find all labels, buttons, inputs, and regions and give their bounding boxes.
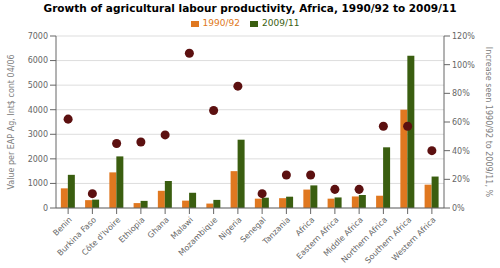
svg-text:Malawi: Malawi (169, 215, 195, 242)
svg-text:Nigeria: Nigeria (216, 215, 244, 242)
svg-text:0%: 0% (452, 204, 465, 213)
svg-text:40%: 40% (452, 147, 470, 156)
svg-text:Tanzania: Tanzania (260, 215, 292, 247)
svg-text:60%: 60% (452, 118, 470, 127)
svg-text:0: 0 (43, 204, 48, 213)
svg-text:Increase seen 1990/92 to 2009/: Increase seen 1990/92 to 2009/11, % (484, 47, 493, 198)
svg-text:Benin: Benin (51, 215, 73, 237)
svg-text:7000: 7000 (28, 32, 48, 41)
svg-text:Southern Africa: Southern Africa (363, 215, 414, 266)
svg-text:Ghana: Ghana (146, 215, 171, 240)
svg-text:5000: 5000 (28, 81, 48, 90)
svg-text:Senegal: Senegal (238, 215, 268, 245)
svg-text:3000: 3000 (28, 130, 48, 139)
svg-text:100%: 100% (452, 61, 475, 70)
svg-text:Burkina Faso: Burkina Faso (55, 215, 98, 258)
svg-text:120%: 120% (452, 32, 475, 41)
svg-text:Value per EAP Ag, Int$ cont 04: Value per EAP Ag, Int$ cont 04/06 (7, 54, 16, 189)
html-text:1990/92: 1990/92 (202, 18, 240, 28)
svg-text:Africa: Africa (294, 215, 317, 238)
svg-text:4000: 4000 (28, 106, 48, 115)
svg-text:80%: 80% (452, 89, 470, 98)
svg-text:6000: 6000 (28, 56, 48, 65)
svg-text:Côte d'Ivoire: Côte d'Ivoire (79, 215, 122, 258)
svg-text:2000: 2000 (28, 155, 48, 164)
html-text:2009/11: 2009/11 (262, 18, 300, 28)
svg-text:Eastern Africa: Eastern Africa (295, 215, 341, 261)
html-text:Growth of agricultural labour: Growth of agricultural labour productivi… (43, 2, 457, 14)
svg-text:Middle Africa: Middle Africa (321, 215, 365, 259)
svg-text:Ethiopia: Ethiopia (117, 215, 146, 244)
svg-text:Mozambique: Mozambique (177, 215, 220, 258)
svg-text:Western Africa: Western Africa (390, 215, 438, 263)
svg-text:Northern Africa: Northern Africa (339, 215, 389, 265)
svg-text:20%: 20% (452, 175, 470, 184)
svg-text:1000: 1000 (28, 179, 48, 188)
